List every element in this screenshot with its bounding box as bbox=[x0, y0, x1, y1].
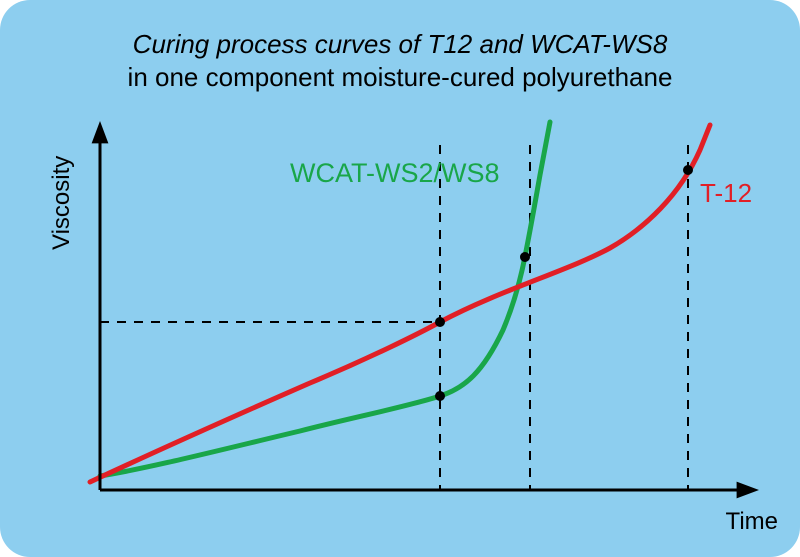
series-label-wcat: WCAT-WS2/WS8 bbox=[290, 158, 500, 189]
chart-svg bbox=[0, 0, 800, 557]
x-axis-label: Time bbox=[726, 508, 778, 536]
chart-container: Curing process curves of T12 and WCAT-WS… bbox=[0, 0, 800, 557]
data-markers bbox=[435, 165, 693, 401]
y-axis-label: Viscosity bbox=[48, 156, 76, 250]
series-label-t12: T-12 bbox=[700, 178, 752, 209]
